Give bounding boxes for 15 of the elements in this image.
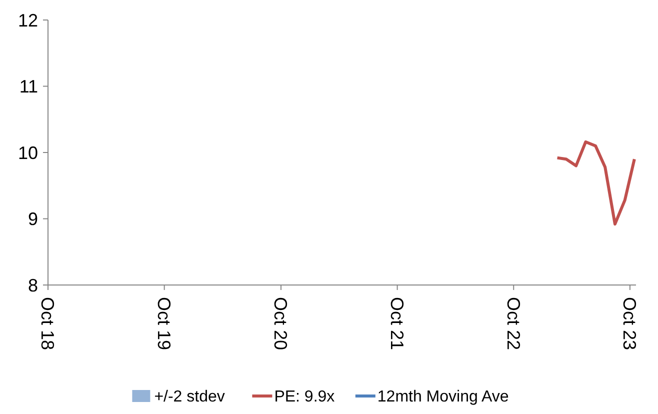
x-tick-label: Oct 22 — [503, 297, 524, 350]
y-tick-label: 10 — [18, 142, 38, 163]
y-tick-label: 8 — [28, 275, 38, 296]
line-series — [556, 140, 636, 226]
legend-label: +/-2 stdev — [154, 388, 225, 406]
x-tick-label: Oct 21 — [386, 297, 407, 350]
y-tick-label: 11 — [19, 76, 38, 97]
y-tick-label: 9 — [28, 209, 38, 230]
legend-label: 12mth Moving Ave — [377, 388, 509, 406]
x-tick-label: Oct 23 — [620, 297, 640, 350]
x-tick-label: Oct 19 — [154, 297, 174, 350]
legend-label: PE: 9.9x — [274, 388, 335, 406]
x-tick-label: Oct 18 — [38, 297, 58, 350]
y-tick-label: 12 — [18, 10, 38, 30]
x-tick-label: Oct 20 — [270, 297, 291, 350]
